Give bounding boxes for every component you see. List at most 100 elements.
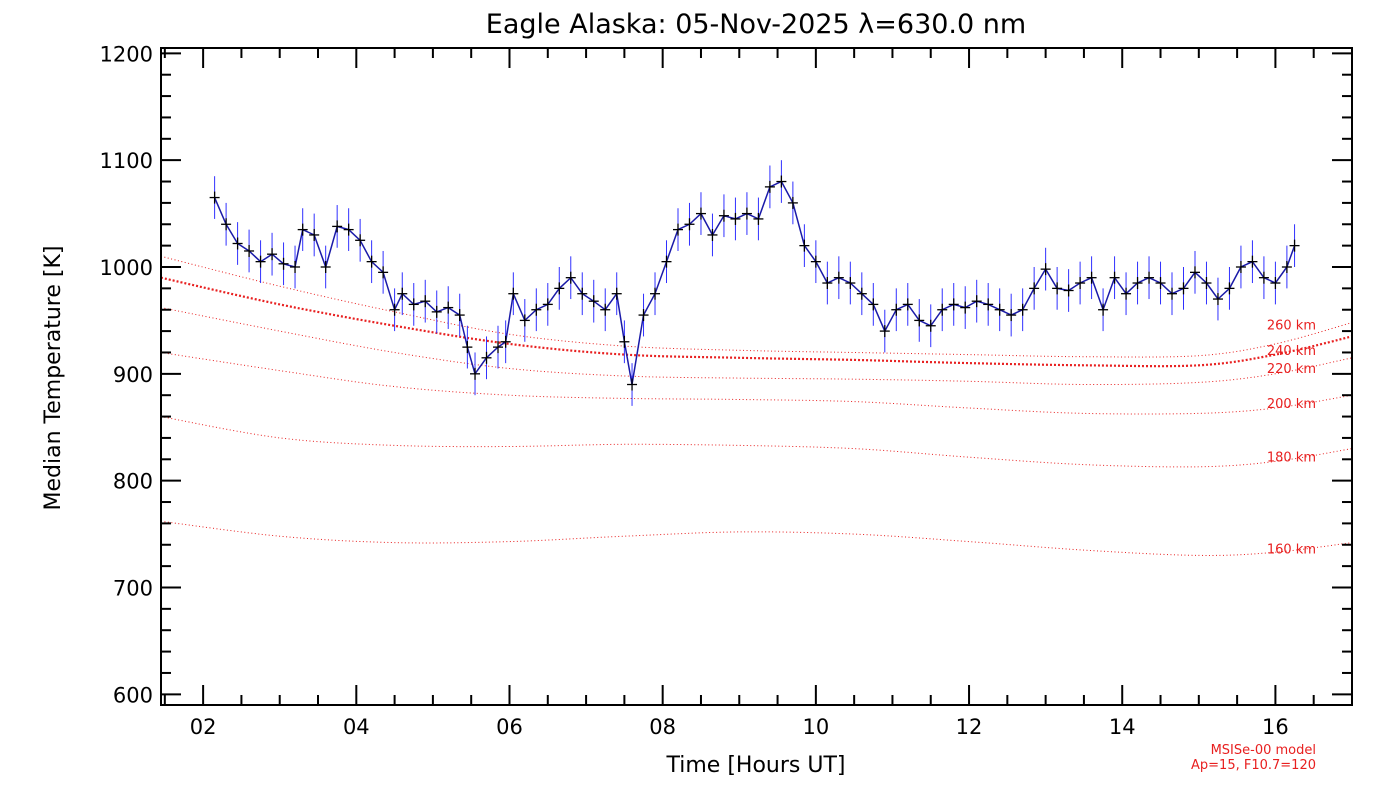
data-point <box>443 301 454 314</box>
data-point <box>718 209 729 222</box>
data-point <box>420 295 431 308</box>
data-point <box>937 303 948 316</box>
data-point <box>378 266 389 279</box>
model-curve-240-km <box>160 276 1353 368</box>
model-label: 200 km <box>1267 397 1316 412</box>
data-point <box>1178 282 1189 295</box>
data-point <box>684 218 695 231</box>
data-point <box>462 341 473 354</box>
model-label: 220 km <box>1267 362 1316 377</box>
data-point <box>431 305 442 318</box>
axes: 600 700 800 900 1000 1100 1200 02 04 06 08 10 12 14 16 <box>100 42 1353 739</box>
data-point <box>1121 287 1132 300</box>
model-info-line-1: MSISe-00 model <box>1211 743 1316 758</box>
data-point <box>960 301 971 314</box>
data-point <box>267 248 278 261</box>
data-point <box>764 180 775 193</box>
x-tick-label: 14 <box>1109 715 1136 739</box>
data-point <box>1017 303 1028 316</box>
data-point <box>290 261 301 273</box>
model-info-line-2: Ap=15, F10.7=120 <box>1191 758 1316 773</box>
data-point <box>879 325 890 338</box>
data-point <box>650 287 661 300</box>
data-point <box>672 223 683 236</box>
data-point <box>983 298 994 311</box>
data-point <box>500 335 511 348</box>
y-tick-label: 1200 <box>100 42 153 66</box>
data-point <box>577 287 588 300</box>
data-point <box>971 295 982 308</box>
data-point <box>1063 284 1074 297</box>
data-point <box>1167 287 1178 300</box>
data-point <box>661 255 672 268</box>
data-point <box>753 212 764 225</box>
data-point <box>366 255 377 268</box>
data-point <box>1212 293 1223 306</box>
data-point <box>891 303 902 316</box>
data-point <box>1052 282 1063 295</box>
x-axis-label: Time [Hours UT] <box>666 753 846 778</box>
series-line <box>213 180 1296 385</box>
data-point <box>787 196 798 209</box>
data-point <box>554 282 565 295</box>
plot-frame <box>160 47 1353 706</box>
y-tick-label: 800 <box>113 470 153 494</box>
data-point <box>519 314 530 327</box>
model-curves: 160 km 180 km 200 km 220 km 240 km 260 km <box>160 255 1353 557</box>
data-point <box>531 303 542 316</box>
data-point <box>925 319 936 332</box>
data-point <box>1258 271 1269 284</box>
y-axis-label: Median Temperature [K] <box>41 246 66 511</box>
model-curve-200-km <box>160 352 1353 415</box>
data-point <box>1086 271 1097 284</box>
data-point <box>1289 239 1300 252</box>
data-point <box>741 207 752 220</box>
data-point <box>1040 263 1051 276</box>
data-point <box>776 175 787 188</box>
data-point <box>1029 282 1040 295</box>
data-point <box>389 303 400 316</box>
data-point <box>914 314 925 327</box>
data-point <box>638 309 649 322</box>
data-point <box>454 309 465 322</box>
y-tick-label: 700 <box>113 576 153 600</box>
data-point <box>297 223 308 236</box>
data-point <box>470 367 481 380</box>
data-point <box>902 298 913 311</box>
data-point <box>1189 266 1200 279</box>
data-point <box>611 287 622 300</box>
data-point <box>695 207 706 220</box>
data-point <box>730 212 741 225</box>
x-tick-label: 10 <box>802 715 829 739</box>
x-tick-label: 08 <box>649 715 676 739</box>
data-point <box>408 298 419 311</box>
x-tick-label: 04 <box>343 715 370 739</box>
data-point <box>355 234 366 247</box>
data-point <box>619 335 630 348</box>
model-label: 180 km <box>1267 451 1316 466</box>
model-label: 260 km <box>1267 319 1316 334</box>
data-point <box>565 271 576 284</box>
data-point <box>822 277 833 290</box>
x-tick-label: 12 <box>956 715 983 739</box>
data-point <box>209 191 220 204</box>
model-curve-220-km <box>160 307 1353 386</box>
y-tick-label: 900 <box>113 363 153 387</box>
y-tick-label: 1000 <box>100 256 153 280</box>
y-tick-label: 600 <box>113 683 153 707</box>
data-point <box>600 303 611 316</box>
data-point <box>309 228 320 241</box>
data-point <box>397 287 408 300</box>
data-point <box>1075 277 1086 290</box>
model-curve-160-km <box>160 520 1353 556</box>
data-point <box>1006 309 1017 322</box>
x-tick-label: 06 <box>496 715 523 739</box>
data-point <box>244 244 255 257</box>
y-tick-label: 1100 <box>100 149 153 173</box>
model-label: 240 km <box>1267 344 1316 359</box>
data-point <box>343 223 354 236</box>
data-point <box>810 255 821 268</box>
data-point <box>1132 277 1143 290</box>
data-point <box>1281 261 1292 273</box>
data-point <box>1235 261 1246 273</box>
